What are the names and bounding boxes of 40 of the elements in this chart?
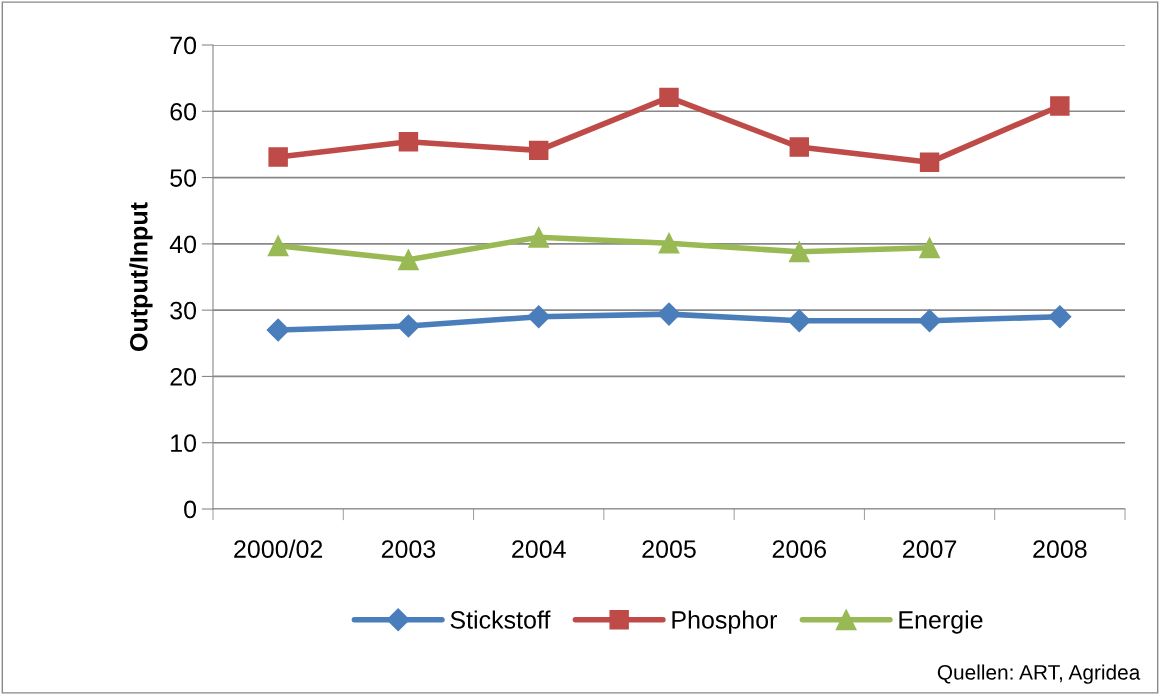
x-tick-label: 2003 (381, 540, 436, 558)
point (527, 305, 551, 329)
point (1050, 96, 1070, 116)
point (918, 309, 942, 333)
y-tick-label: 10 (171, 434, 197, 453)
x-tick-label: 2007 (903, 540, 957, 558)
point (919, 152, 940, 173)
y-tick-label: 60 (170, 102, 197, 121)
point (658, 232, 680, 254)
point (528, 140, 549, 161)
legend-label: Energie (899, 610, 983, 634)
point (1048, 305, 1072, 329)
y-tick-label: 0 (184, 500, 197, 519)
y-tick-label: 40 (169, 235, 197, 254)
y-axis-title: Output/Input (129, 202, 153, 351)
point (919, 237, 940, 259)
y-tick-label: 20 (170, 368, 197, 386)
source-note: Quellen: ART, Agridea (937, 664, 1141, 684)
legend-label: Phosphor (672, 610, 777, 634)
point (788, 241, 810, 263)
point (398, 132, 419, 152)
y-tick-label: 70 (170, 36, 197, 55)
point (268, 147, 288, 167)
point (266, 318, 290, 342)
point (267, 235, 289, 257)
x-tick-label: 2000/02 (234, 539, 323, 558)
x-tick-label: 2004 (512, 540, 566, 558)
y-tick-label: 30 (170, 301, 197, 320)
point (657, 302, 681, 326)
x-tick-label: 2005 (642, 540, 696, 558)
y-tick-label: 50 (170, 169, 197, 187)
point (789, 137, 810, 157)
point (659, 87, 679, 108)
point (398, 249, 419, 271)
legend-label: Stickstoff (450, 610, 551, 629)
point (787, 309, 811, 333)
point (396, 314, 420, 338)
x-tick-label: 2008 (1033, 540, 1087, 558)
point (528, 226, 550, 248)
x-tick-label: 2006 (772, 540, 826, 558)
